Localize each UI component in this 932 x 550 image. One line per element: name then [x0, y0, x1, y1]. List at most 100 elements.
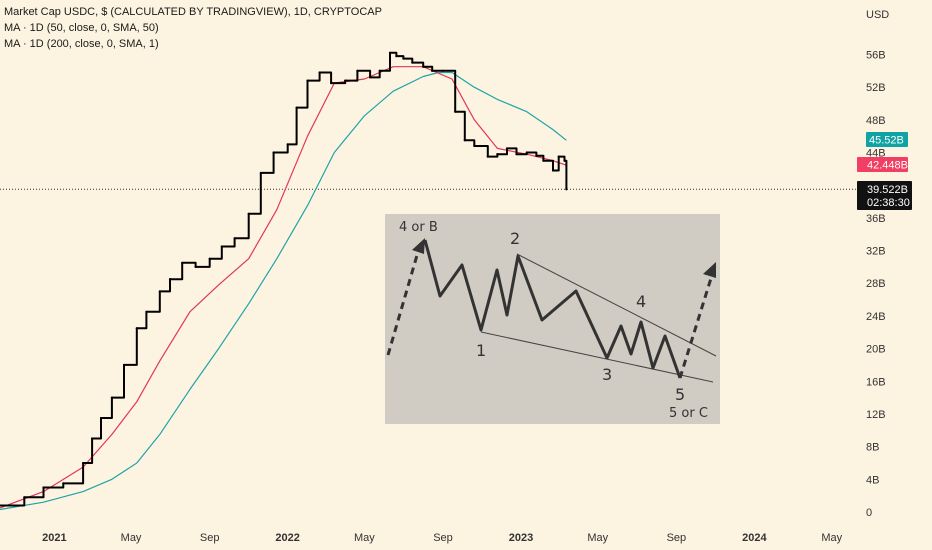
price-point: [82, 461, 85, 465]
wedge-upper-line: [516, 253, 717, 357]
y-axis-unit: USD: [866, 9, 889, 21]
y-tick-label: 48B: [866, 115, 886, 127]
price-point: [158, 290, 161, 293]
price-point: [272, 151, 275, 154]
price-point: [99, 416, 103, 420]
y-tick-label: 12B: [866, 409, 886, 421]
y-tick-label: 28B: [866, 278, 886, 290]
label-4-or-b: 4 or B: [399, 220, 438, 235]
price-point: [110, 396, 113, 399]
price-point: [431, 69, 434, 72]
price-point: [145, 310, 148, 313]
price-point: [122, 363, 126, 367]
price-point: [565, 188, 568, 191]
label-wave-1: 1: [476, 341, 486, 360]
price-series-line: [0, 51, 568, 507]
x-tick-label: May: [587, 532, 608, 544]
x-tick-label: Sep: [433, 532, 453, 544]
plot-area[interactable]: [0, 51, 856, 511]
price-point: [535, 154, 538, 157]
price-point: [563, 159, 566, 162]
y-tick-label: 8B: [866, 442, 879, 454]
inset-arrow-right: [703, 262, 716, 278]
ma50-series-line: [0, 66, 567, 509]
price-point: [395, 55, 398, 58]
price-point: [330, 81, 333, 85]
price-point: [388, 51, 392, 54]
label-wave-5: 5: [675, 385, 685, 404]
ma50-badge: [857, 157, 908, 172]
price-point: [233, 237, 236, 240]
price-point: [557, 155, 560, 158]
label-wave-3: 3: [602, 365, 612, 384]
ma200-badge-label: 45.52B: [869, 135, 904, 147]
y-tick-label: 0: [866, 507, 872, 519]
elliott-wave-inset: 4 or B 1 2 3 4 5 5 or C: [385, 214, 720, 424]
price-point: [0, 504, 2, 507]
x-tick-label: May: [354, 532, 375, 544]
x-tick-label: 2022: [275, 532, 299, 544]
price-point: [505, 147, 509, 150]
y-tick-label: 24B: [866, 311, 886, 323]
price-point: [90, 437, 94, 440]
x-tick-label: 2023: [509, 532, 533, 544]
inset-arrow-left: [412, 238, 425, 254]
countdown-label: 02:38:30: [867, 197, 910, 209]
price-point: [356, 69, 359, 72]
price-point: [247, 212, 250, 215]
ma200-series-line: [0, 71, 567, 511]
price-point: [259, 171, 262, 175]
legend-ma50: MA · 1D (50, close, 0, SMA, 50): [4, 22, 159, 34]
x-axis[interactable]: 2021 May Sep 2022 May Sep 2023 May Sep 2024 May: [42, 532, 843, 544]
price-point: [168, 278, 172, 281]
legend-ma200: MA · 1D (200, close, 0, SMA, 1): [4, 38, 159, 50]
price-point: [378, 69, 381, 72]
y-axis[interactable]: USD 56B 52B 48B 44B 36B 32B 28B 24B 20B 16B 12B 8B 4…: [866, 9, 889, 519]
inset-dashed-up-right: [678, 274, 714, 379]
y-tick-label: 52B: [866, 82, 886, 94]
price-point: [486, 155, 489, 158]
ma200-badge: [866, 132, 908, 147]
price-point: [463, 139, 466, 142]
price-point: [422, 65, 425, 68]
price-point: [208, 257, 211, 260]
ma50-badge-label: 42.448B: [867, 160, 908, 172]
x-tick-label: Sep: [667, 532, 687, 544]
y-tick-label: 32B: [866, 246, 886, 258]
price-point: [402, 57, 405, 60]
price-point: [220, 245, 223, 248]
price-point: [194, 265, 197, 268]
x-tick-label: 2021: [42, 532, 66, 544]
x-tick-label: 2024: [742, 532, 767, 544]
inset-wave-path: [423, 239, 682, 379]
price-point: [515, 153, 518, 156]
price-point: [496, 153, 499, 156]
legend-title: Market Cap USDC, $ (CALCULATED BY TRADIN…: [4, 6, 382, 18]
price-point: [306, 79, 309, 82]
y-tick-label: 56B: [866, 49, 886, 61]
y-tick-label: 20B: [866, 344, 886, 356]
price-point: [441, 69, 445, 72]
price-point: [369, 76, 372, 79]
price-point: [318, 71, 321, 74]
y-tick-label: 16B: [866, 376, 886, 388]
wedge-lower-line: [480, 331, 714, 383]
price-badge: [857, 181, 912, 210]
price-point: [542, 159, 545, 162]
price-point: [473, 144, 476, 148]
price-point: [411, 61, 414, 64]
chart-legend: Market Cap USDC, $ (CALCULATED BY TRADIN…: [4, 4, 382, 52]
price-point: [286, 143, 289, 146]
price-point: [135, 327, 138, 330]
label-wave-4: 4: [636, 292, 646, 311]
y-tick-label: 4B: [866, 474, 879, 486]
price-point: [42, 486, 45, 489]
x-tick-label: May: [821, 532, 842, 544]
x-tick-label: May: [121, 532, 142, 544]
price-point: [551, 169, 555, 172]
label-wave-2: 2: [510, 229, 520, 248]
price-point: [295, 106, 298, 109]
price-badge-label: 39.522B: [867, 184, 908, 196]
price-point: [23, 496, 26, 499]
